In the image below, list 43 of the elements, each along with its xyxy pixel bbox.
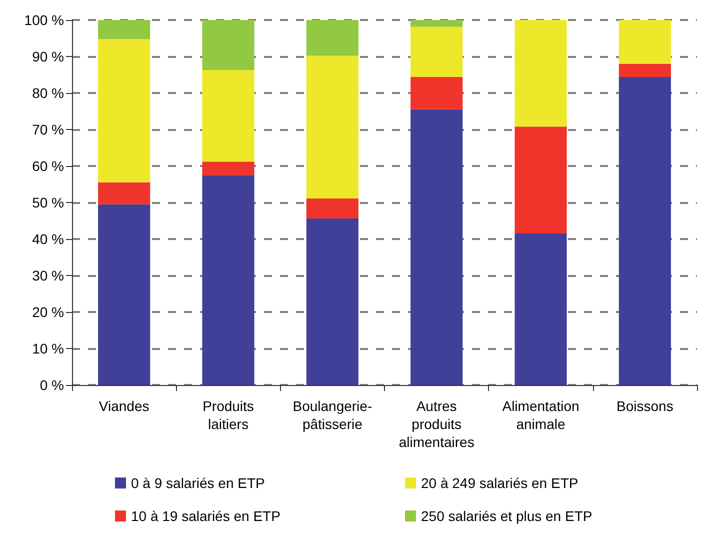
x-tick-label: Alimentation animale — [502, 398, 580, 432]
bar — [306, 20, 358, 56]
y-tick-label: 0 % — [40, 377, 64, 393]
y-tick-label: 50 % — [32, 194, 64, 210]
bar — [410, 20, 463, 27]
y-tick-label: 30 % — [32, 268, 64, 284]
x-tick-label: Autres produits alimentaires — [398, 398, 474, 450]
bar — [202, 20, 254, 70]
y-tick-label: 100 % — [24, 12, 64, 28]
legend-label: 10 à 19 salariés en ETP — [131, 508, 280, 524]
y-tick-label: 60 % — [32, 158, 64, 174]
legend-label: 20 à 249 salariés en ETP — [421, 475, 578, 491]
y-tick-label: 20 % — [32, 304, 64, 320]
x-tick-label: Produits laitiers — [202, 398, 254, 432]
x-tick-label: Viandes — [98, 398, 150, 414]
bar — [202, 162, 254, 176]
x-tick-label: Boulangerie- pâtisserie — [292, 398, 372, 432]
legend-label: 0 à 9 salariés en ETP — [131, 475, 265, 491]
bar — [98, 38, 150, 182]
bar — [98, 204, 150, 385]
bar — [410, 76, 463, 110]
bar — [306, 218, 358, 385]
bar — [618, 76, 671, 385]
x-tick-label: Boissons — [616, 398, 674, 414]
y-tick-label: 10 % — [32, 340, 64, 356]
bar — [514, 20, 567, 127]
bar — [618, 20, 671, 64]
bar — [514, 126, 567, 234]
legend-label: 250 salariés et plus en ETP — [421, 508, 592, 524]
bar — [618, 64, 671, 77]
bar — [410, 109, 463, 385]
bar — [98, 20, 150, 39]
bar — [410, 26, 463, 77]
y-tick-label: 70 % — [32, 122, 64, 138]
y-tick-label: 80 % — [32, 85, 64, 101]
bar — [514, 234, 567, 385]
bar — [202, 70, 254, 162]
y-tick-label: 90 % — [32, 48, 64, 64]
bar — [98, 182, 150, 204]
bar — [306, 198, 358, 219]
bar — [202, 175, 254, 385]
bar — [306, 56, 358, 198]
y-tick-label: 40 % — [32, 231, 64, 247]
